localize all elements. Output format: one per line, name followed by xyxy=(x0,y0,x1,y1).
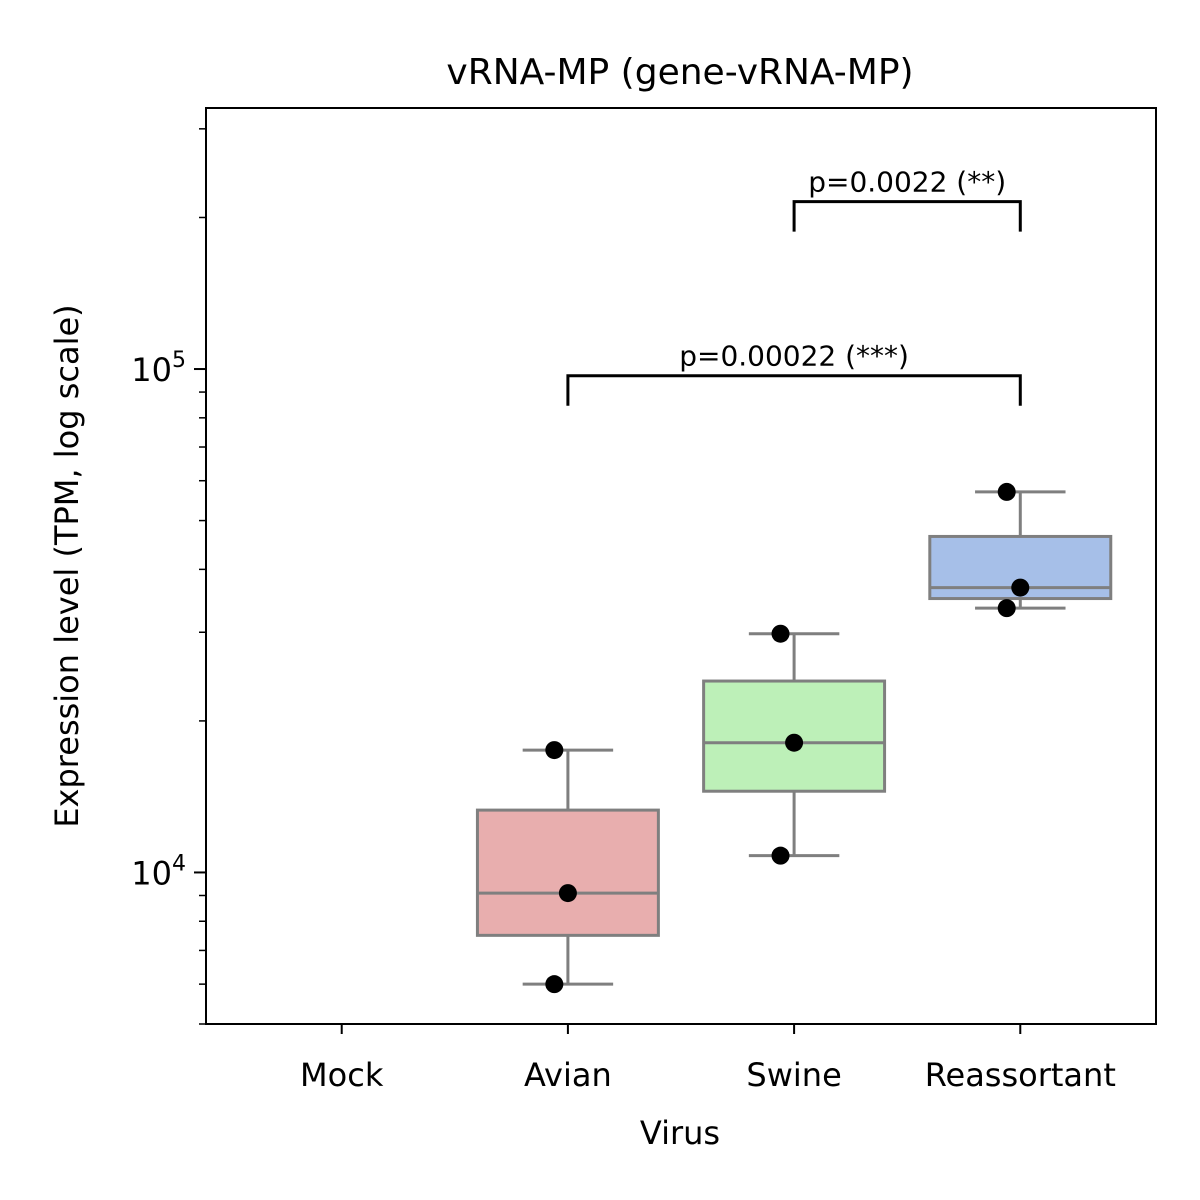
iqr-box xyxy=(702,679,887,793)
data-point xyxy=(558,884,577,903)
y-tick-label: 105 xyxy=(131,348,186,389)
p-value-label: p=0.0022 (**) xyxy=(808,166,1006,199)
y-axis: 104 105 xyxy=(131,128,206,1025)
box-group-reassortant xyxy=(928,482,1113,618)
bracket-line xyxy=(566,374,1022,406)
y-tick-label: 104 xyxy=(131,851,186,892)
significance-bracket: p=0.0022 (**) xyxy=(792,166,1022,232)
data-point xyxy=(771,624,790,643)
data-point xyxy=(545,741,564,760)
x-tick-label: Mock xyxy=(300,1056,384,1094)
x-tick-label: Swine xyxy=(746,1056,841,1094)
y-axis-label: Expression level (TPM, log scale) xyxy=(48,304,86,827)
plot-frame xyxy=(205,107,1157,1025)
iqr-box xyxy=(475,808,660,937)
x-axis: Mock Avian Swine Reassortant xyxy=(300,1024,1116,1094)
bracket-line xyxy=(792,200,1022,232)
x-tick-label: Avian xyxy=(524,1056,612,1094)
x-tick-label: Reassortant xyxy=(925,1056,1116,1094)
box-group-avian xyxy=(475,741,660,994)
plot-area: p=0.00022 (***) p=0.0022 (**) xyxy=(475,166,1113,994)
p-value-label: p=0.00022 (***) xyxy=(679,340,909,373)
data-point xyxy=(545,975,564,994)
data-point xyxy=(997,482,1016,501)
data-point xyxy=(997,599,1016,618)
data-point xyxy=(1011,578,1030,597)
significance-bracket: p=0.00022 (***) xyxy=(566,340,1022,406)
chart-title: vRNA-MP (gene-vRNA-MP) xyxy=(446,52,913,93)
box-group-swine xyxy=(702,624,887,865)
data-point xyxy=(785,733,804,752)
data-point xyxy=(771,846,790,865)
x-axis-label: Virus xyxy=(640,1114,720,1152)
